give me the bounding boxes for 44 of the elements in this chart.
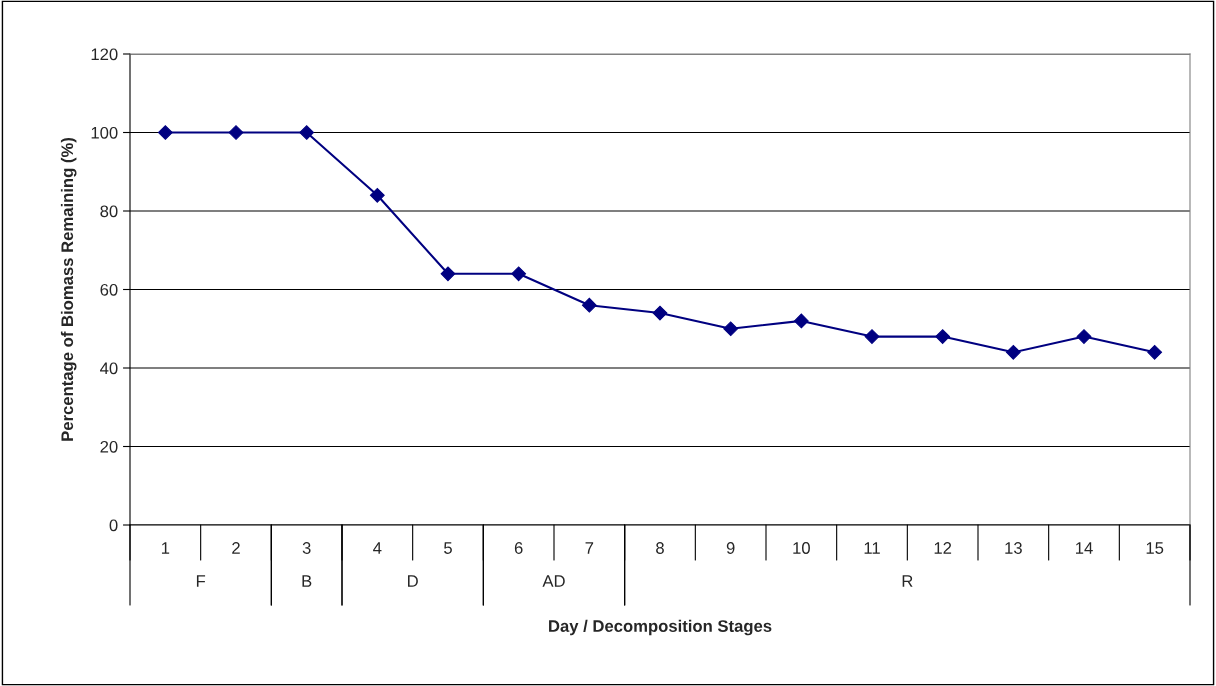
point [935, 329, 951, 344]
y-tick-label: 40 [100, 362, 118, 375]
x-tick-label: 6 [514, 542, 523, 554]
x-tick-label: 10 [793, 542, 810, 554]
x-tick-label: 15 [1146, 542, 1164, 554]
text: B [302, 575, 312, 587]
point [157, 125, 173, 140]
point [1147, 344, 1163, 360]
text: F [196, 575, 206, 587]
point [581, 297, 597, 313]
text: R [902, 575, 913, 587]
point [1005, 344, 1021, 360]
y-tick-label: 100 [91, 126, 118, 139]
x-tick-label: 12 [934, 542, 952, 554]
x-tick-label: 13 [1005, 542, 1022, 554]
x-tick-label: 11 [864, 542, 880, 554]
x-tick-label: 5 [444, 542, 452, 554]
point [864, 329, 880, 344]
y-axis-title: Percentage of Biomass Remaining (%) [60, 137, 77, 441]
x-tick-label: 7 [585, 542, 594, 554]
y-tick-label: 120 [91, 48, 118, 61]
y-tick-label: 80 [100, 205, 118, 218]
point [652, 305, 668, 321]
x-tick-label: 9 [726, 542, 735, 554]
x-axis-title: Day / Decomposition Stages [549, 619, 772, 636]
point [299, 125, 315, 140]
x-tick-label: 3 [302, 542, 311, 554]
point [793, 313, 809, 329]
point [440, 266, 456, 282]
point [511, 266, 527, 282]
text: D [408, 575, 418, 587]
x-tick-label: 1 [161, 542, 170, 554]
x-tick-label: 8 [656, 542, 664, 554]
x-tick-label: 14 [1076, 542, 1093, 554]
y-tick-label: 20 [100, 440, 118, 453]
point [1076, 329, 1092, 344]
text: AD [542, 575, 565, 587]
y-tick-label: 0 [109, 519, 118, 532]
point [369, 187, 385, 203]
y-tick-label: 60 [100, 283, 118, 296]
x-tick-label: 2 [232, 542, 240, 554]
point [723, 321, 739, 337]
point [228, 125, 244, 140]
x-tick-label: 4 [373, 542, 382, 554]
